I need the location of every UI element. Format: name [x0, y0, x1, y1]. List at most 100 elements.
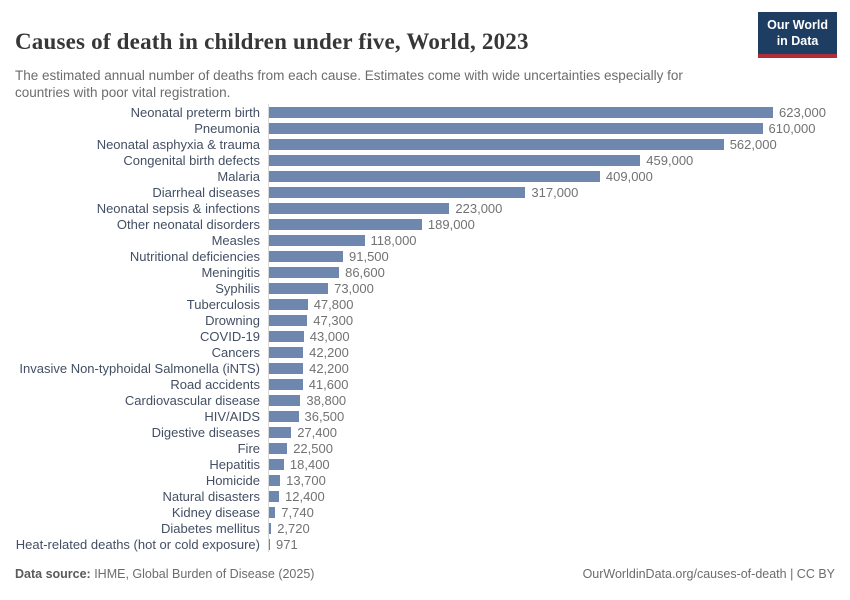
bar[interactable] [269, 266, 340, 278]
bar-track: 459,000 [268, 152, 835, 168]
bar-rows: Neonatal preterm birth 623,000 Pneumonia 61… [15, 104, 835, 552]
bar-label: Cardiovascular disease [124, 392, 260, 408]
bar-label: Digestive diseases [151, 424, 260, 440]
bar-row: Neonatal preterm birth 623,000 [15, 104, 835, 120]
bar-label: Nutritional deficiencies [129, 248, 260, 264]
bar[interactable] [269, 314, 308, 326]
bar-label: Diabetes mellitus [161, 520, 260, 536]
bar-row: Digestive diseases 27,400 [15, 424, 835, 440]
bar[interactable] [269, 346, 304, 358]
bar[interactable] [269, 106, 773, 118]
bar[interactable] [269, 298, 308, 310]
bar-track: 91,500 [268, 248, 835, 264]
bar-track: 36,500 [268, 408, 835, 424]
bar-label: Meningitis [201, 264, 260, 280]
bar-value: 42,200 [309, 344, 349, 360]
page-title: Causes of death in children under five, … [15, 29, 529, 55]
data-source-text: IHME, Global Burden of Disease (2025) [90, 567, 315, 581]
bar-track: 22,500 [268, 440, 835, 456]
bar-track: 47,300 [268, 312, 835, 328]
bar-label: Malaria [217, 168, 260, 184]
bar-track: 610,000 [268, 120, 835, 136]
bar-value: 47,300 [313, 312, 354, 328]
bar-row: Other neonatal disorders 189,000 [15, 216, 835, 232]
bar[interactable] [269, 474, 281, 486]
bar-label: Hepatitis [209, 456, 260, 472]
bar-label: Cancers [211, 344, 260, 360]
data-source: Data source: IHME, Global Burden of Dise… [15, 567, 314, 581]
bar-track: 317,000 [268, 184, 835, 200]
bar-track: 38,800 [268, 392, 835, 408]
bar[interactable] [269, 522, 272, 534]
bar-row: HIV/AIDS 36,500 [15, 408, 835, 424]
bar-label: Heat-related deaths (hot or cold exposur… [15, 536, 260, 552]
bar[interactable] [269, 250, 343, 262]
bar[interactable] [269, 154, 641, 166]
bar-row: Drowning 47,300 [15, 312, 835, 328]
bar[interactable] [269, 506, 276, 518]
bar[interactable] [269, 410, 299, 422]
bar-value: 118,000 [370, 232, 417, 248]
bar[interactable] [269, 234, 365, 246]
bar[interactable] [269, 186, 526, 198]
bar[interactable] [269, 378, 303, 390]
owid-logo[interactable]: Our World in Data [758, 12, 837, 59]
bar[interactable] [269, 138, 724, 150]
bar[interactable] [269, 170, 600, 182]
bar-track: 43,000 [268, 328, 835, 344]
bar-value: 317,000 [531, 184, 579, 200]
attribution-link[interactable]: OurWorldinData.org/causes-of-death | CC … [582, 567, 835, 581]
bar-row: Natural disasters 12,400 [15, 488, 835, 504]
bar-track: 562,000 [268, 136, 835, 152]
bar[interactable] [269, 458, 284, 470]
bar-value: 38,800 [306, 392, 347, 408]
bar-track: 42,200 [268, 360, 835, 376]
bar-row: Homicide 13,700 [15, 472, 835, 488]
bar-value: 86,600 [345, 264, 385, 280]
bar-track: 7,740 [268, 504, 835, 520]
bar-label: HIV/AIDS [204, 408, 260, 424]
bar[interactable] [269, 362, 304, 374]
bar[interactable] [269, 394, 301, 406]
bar[interactable] [269, 122, 763, 134]
bar-track: 27,400 [268, 424, 835, 440]
bar-track: 223,000 [268, 200, 835, 216]
bar-row: Invasive Non-typhoidal Salmonella (iNTS)… [15, 360, 835, 376]
bar-value: 27,400 [297, 424, 337, 440]
bar-track: 41,600 [268, 376, 835, 392]
bar-label: Measles [211, 232, 260, 248]
bar-value: 2,720 [277, 520, 310, 536]
bar[interactable] [269, 426, 292, 438]
bar-row: Syphilis 73,000 [15, 280, 835, 296]
bar[interactable] [269, 282, 329, 294]
bar-value: 18,400 [289, 456, 330, 472]
bar-track: 12,400 [268, 488, 835, 504]
bar-row: Cardiovascular disease 38,800 [15, 392, 835, 408]
bar[interactable] [269, 538, 270, 550]
bar-label: COVID-19 [200, 328, 260, 344]
bar-label: Neonatal preterm birth [130, 104, 260, 120]
bar-value: 12,400 [285, 488, 325, 504]
bar-value: 971 [276, 536, 298, 552]
bar-track: 189,000 [268, 216, 835, 232]
bar-value: 47,800 [313, 296, 354, 312]
bar-track: 971 [268, 536, 835, 552]
bar-value: 189,000 [427, 216, 475, 232]
bar-label: Kidney disease [171, 504, 260, 520]
bar-label: Congenital birth defects [123, 152, 260, 168]
bar[interactable] [269, 218, 422, 230]
bar-value: 43,000 [309, 328, 350, 344]
bar[interactable] [269, 442, 288, 454]
bar-track: 13,700 [268, 472, 835, 488]
bar-track: 42,200 [268, 344, 835, 360]
bar-label: Invasive Non-typhoidal Salmonella (iNTS) [19, 360, 260, 376]
bar-value: 91,500 [349, 248, 389, 264]
bar[interactable] [269, 202, 450, 214]
bar-label: Natural disasters [162, 488, 260, 504]
bar[interactable] [269, 490, 279, 502]
bar[interactable] [269, 330, 304, 342]
bar-row: Diabetes mellitus 2,720 [15, 520, 835, 536]
bar-value: 13,700 [286, 472, 326, 488]
chart-footer: Data source: IHME, Global Burden of Dise… [15, 567, 835, 581]
